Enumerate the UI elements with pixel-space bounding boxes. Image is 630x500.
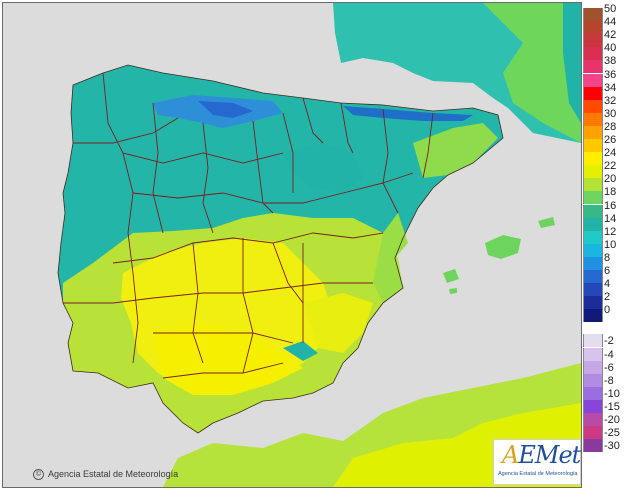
- legend-swatch: [583, 256, 603, 270]
- legend-label: -20: [604, 414, 620, 426]
- valencia-green: [373, 213, 408, 303]
- legend-swatch: [583, 125, 603, 139]
- legend-label: 2: [604, 291, 611, 304]
- menorca: [538, 217, 555, 228]
- legend-swatch: [583, 270, 603, 284]
- legend-swatch: [583, 86, 603, 100]
- legend-label: 22: [604, 160, 617, 173]
- legend-swatch: [583, 347, 603, 361]
- aemet-logo: AEMet Agencia Estatal de Meteorología: [493, 439, 581, 485]
- legend-label: 44: [604, 16, 617, 29]
- legend-label: 8: [604, 251, 611, 264]
- legend-label: -25: [604, 427, 620, 440]
- legend-label: -4: [604, 348, 614, 361]
- province-borders: [63, 72, 434, 379]
- legend-label: -30: [604, 440, 620, 453]
- legend-label: 24: [604, 147, 617, 160]
- legend-label: 16: [604, 199, 617, 212]
- aemet-wordmark: AEMet: [502, 441, 581, 469]
- cantabrian-coldest: [198, 101, 253, 118]
- copyright-icon: ©: [33, 469, 44, 481]
- guadalquivir-yellow: [153, 323, 303, 395]
- murcia-yellow: [303, 293, 373, 353]
- temperature-legend: 50 44 42 40 38 36 34 32 30 28 26 24 22 20 18 16 14 12 10 8 6…: [582, 3, 630, 488]
- legend-label: 30: [604, 107, 617, 120]
- legend-label: -6: [604, 361, 614, 374]
- legend-swatch: [583, 34, 603, 48]
- legend-label: 32: [604, 94, 617, 107]
- ibiza: [443, 269, 459, 283]
- catalonia-green: [413, 123, 498, 178]
- legend-swatch: [583, 426, 603, 440]
- legend-swatch: [583, 334, 603, 348]
- legend-label: -2: [604, 335, 614, 348]
- legend-label: 50: [604, 3, 617, 15]
- legend-swatch: [583, 217, 603, 231]
- map-canvas: [3, 3, 581, 487]
- legend-swatch: [583, 204, 603, 218]
- legend-label: 6: [604, 265, 611, 277]
- legend-swatch: [583, 8, 603, 22]
- legend-swatch: [583, 243, 603, 257]
- iberia-coastline: [57, 64, 504, 434]
- legend-swatch: [583, 296, 603, 310]
- legend-swatch: [583, 309, 603, 323]
- legend-swatch: [583, 139, 603, 153]
- temperature-map: © Agencia Estatal de Meteorología AEMet A…: [2, 2, 582, 488]
- legend-swatch: [583, 230, 603, 244]
- copyright-notice: © Agencia Estatal de Meteorología: [33, 469, 179, 481]
- mallorca: [485, 235, 521, 259]
- legend-swatch: [583, 386, 603, 400]
- legend-swatch: [583, 439, 603, 453]
- legend-label: 40: [604, 42, 617, 55]
- alps-strip: [563, 3, 581, 123]
- legend-swatch: [583, 360, 603, 374]
- legend-label: 28: [604, 120, 617, 133]
- copyright-text: Agencia Estatal de Meteorología: [48, 469, 179, 479]
- legend-label: 34: [604, 81, 617, 94]
- legend-label: -8: [604, 374, 614, 387]
- legend-label: 36: [604, 68, 617, 81]
- legend-label: 26: [604, 134, 617, 146]
- legend-label: 12: [604, 225, 617, 238]
- legend-swatch: [583, 47, 603, 61]
- legend-label: -15: [604, 400, 620, 413]
- legend-swatch: [583, 73, 603, 87]
- legend-label: 14: [604, 212, 617, 225]
- legend-label: 18: [604, 186, 617, 199]
- pyrenees-cold: [343, 106, 473, 121]
- aemet-subtitle: Agencia Estatal de Meteorología: [498, 471, 578, 477]
- legend-swatch: [583, 99, 603, 113]
- legend-label: 10: [604, 238, 617, 251]
- sierra-nevada-cool: [283, 341, 318, 361]
- legend-swatch: [583, 283, 603, 297]
- legend-swatch: [583, 165, 603, 179]
- legend-swatch: [583, 399, 603, 413]
- iberian-system-cool: [283, 143, 363, 193]
- legend-swatch: [583, 373, 603, 387]
- formentera: [449, 288, 457, 294]
- legend-label: 0: [604, 304, 611, 317]
- legend-swatch: [583, 178, 603, 192]
- legend-swatch: [583, 152, 603, 166]
- legend-label: 42: [604, 29, 617, 42]
- legend-label: 4: [604, 278, 611, 291]
- legend-label: 20: [604, 173, 617, 186]
- legend-label: 38: [604, 55, 617, 68]
- france-east-green: [483, 3, 581, 143]
- legend-swatch: [583, 413, 603, 427]
- legend-swatch: [583, 21, 603, 35]
- legend-swatch: [583, 112, 603, 126]
- legend-swatch: [583, 191, 603, 205]
- legend-label: -10: [604, 387, 620, 400]
- legend-swatch: [583, 60, 603, 74]
